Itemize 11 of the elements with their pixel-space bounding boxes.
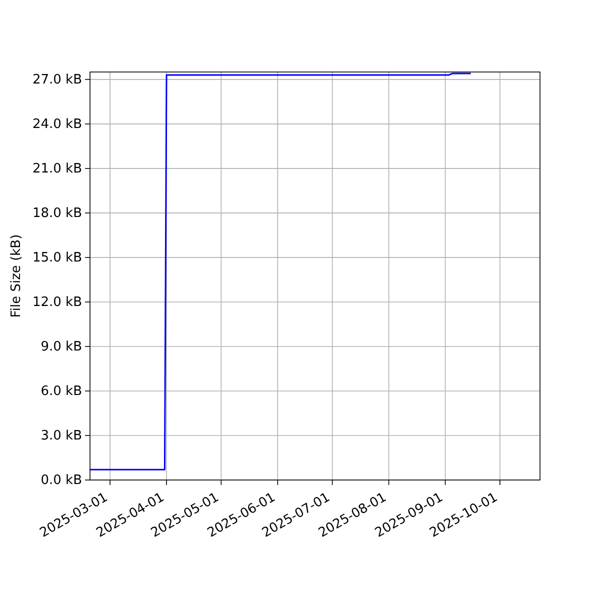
y-tick-label: 12.0 kB — [32, 295, 82, 310]
y-tick-label: 9.0 kB — [40, 340, 82, 355]
y-tick-label: 15.0 kB — [32, 250, 82, 266]
y-tick-label: 0.0 kB — [40, 473, 82, 488]
y-tick-label: 6.0 kB — [40, 384, 82, 400]
y-tick-label: 3.0 kB — [40, 428, 82, 444]
y-tick-label: 24.0 kB — [32, 117, 82, 132]
y-tick-label: 18.0 kB — [32, 206, 82, 222]
y-tick-label: 27.0 kB — [32, 72, 82, 88]
y-axis-title: File Size (kB) — [9, 234, 24, 318]
y-tick-label: 21.0 kB — [32, 162, 82, 177]
